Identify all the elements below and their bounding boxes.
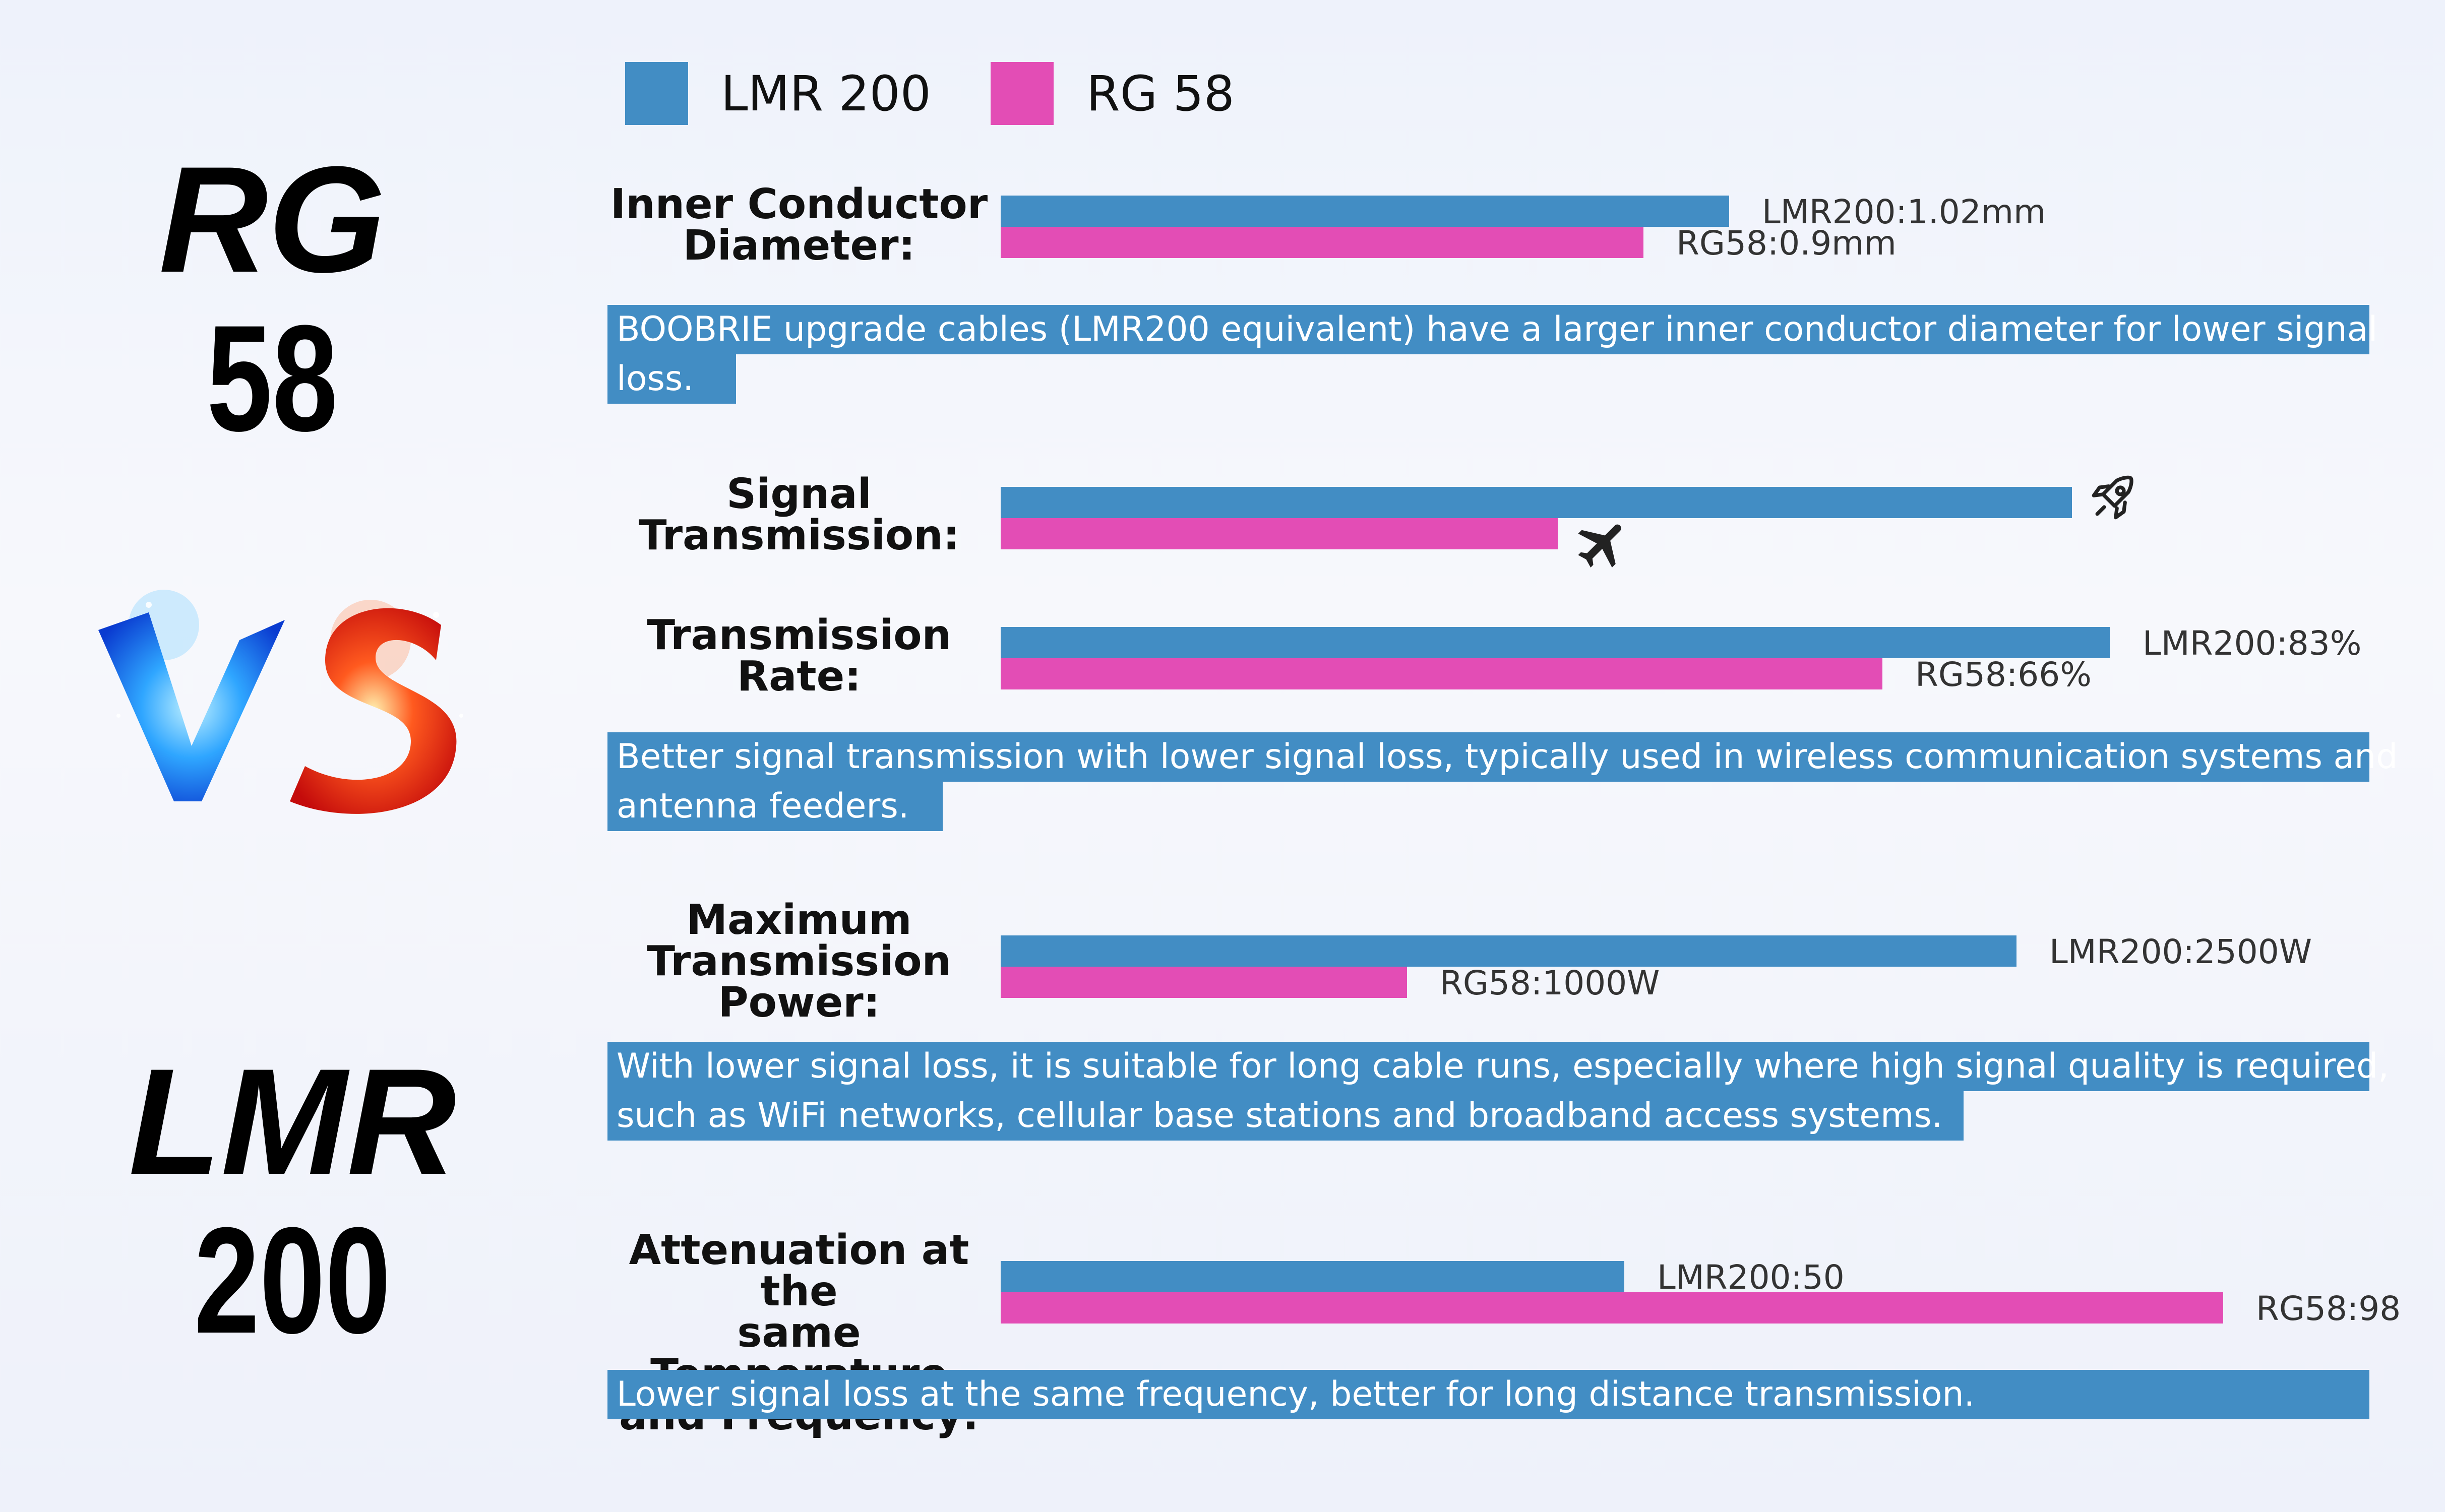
data-label-lmr200-5: LMR200:50 — [1657, 1258, 1845, 1297]
bar-lmr200-2 — [1001, 487, 2072, 518]
note-line: such as WiFi networks, cellular base sta… — [607, 1091, 1964, 1141]
data-label-rg58-1: RG58:0.9mm — [1676, 224, 1897, 263]
metric-label-line: Transmission: — [638, 512, 960, 559]
vs-graphic — [88, 564, 481, 827]
note-line: BOOBRIE upgrade cables (LMR200 equivalen… — [607, 305, 2377, 354]
data-label-lmr200-1: LMR200:1.02mm — [1762, 193, 2046, 231]
metric-label-rate: Transmission Rate: — [602, 615, 996, 698]
metric-label-line: Transmission — [647, 611, 951, 659]
data-label-lmr200-3: LMR200:83% — [2143, 624, 2362, 663]
bar-lmr200-3 — [1001, 627, 2110, 658]
metric-label-line: Attenuation at the — [629, 1226, 969, 1315]
title-rg: RG — [159, 135, 386, 304]
note-line: Lower signal loss at the same frequency,… — [607, 1370, 2369, 1419]
metric-label-line: Inner Conductor — [610, 180, 988, 228]
data-label-lmr200-4: LMR200:2500W — [2049, 932, 2312, 971]
legend-lmr200: LMR 200 — [625, 62, 931, 125]
bar-rg58-1 — [1001, 227, 1643, 258]
bar-lmr200-5 — [1001, 1261, 1624, 1292]
bar-rg58-3 — [1001, 658, 1882, 689]
bar-lmr200-4 — [1001, 935, 2016, 967]
legend-swatch-blue — [625, 62, 688, 125]
metric-label-inner: Inner Conductor Diameter: — [602, 184, 996, 267]
note-line: With lower signal loss, it is suitable f… — [607, 1042, 2389, 1091]
metric-label-line: Maximum — [686, 896, 912, 944]
legend-rg58: RG 58 — [991, 62, 1235, 125]
data-label-rg58-5: RG58:98 — [2256, 1289, 2401, 1328]
title-lmr: LMR — [129, 1037, 456, 1206]
data-label-rg58-4: RG58:1000W — [1440, 964, 1660, 1002]
title-58: 58 — [206, 293, 338, 463]
rocket-icon — [2085, 471, 2140, 527]
data-label-rg58-3: RG58:66% — [1915, 655, 2092, 694]
note-line: loss. — [607, 354, 736, 404]
metric-label-power: Maximum Transmission Power: — [602, 900, 996, 1024]
legend-label-lmr200: LMR 200 — [721, 65, 931, 122]
note-line: Better signal transmission with lower si… — [607, 732, 2398, 782]
legend-swatch-pink — [991, 62, 1054, 125]
metric-label-line: Transmission — [647, 937, 951, 985]
note-line: antenna feeders. — [607, 782, 943, 831]
vs-icon — [98, 590, 463, 814]
metric-label-line: Diameter: — [683, 222, 915, 270]
metric-label-signal: Signal Transmission: — [602, 474, 996, 556]
bar-rg58-4 — [1001, 967, 1407, 998]
legend-label-rg58: RG 58 — [1086, 65, 1235, 122]
metric-label-line: Signal — [726, 470, 872, 518]
metric-label-line: Rate: — [737, 653, 862, 701]
bar-rg58-2 — [1001, 518, 1558, 549]
metric-label-line: Power: — [718, 979, 880, 1027]
bar-rg58-5 — [1001, 1292, 2223, 1324]
bar-lmr200-1 — [1001, 196, 1729, 227]
airplane-icon — [1573, 514, 1633, 575]
title-200: 200 — [194, 1195, 391, 1365]
